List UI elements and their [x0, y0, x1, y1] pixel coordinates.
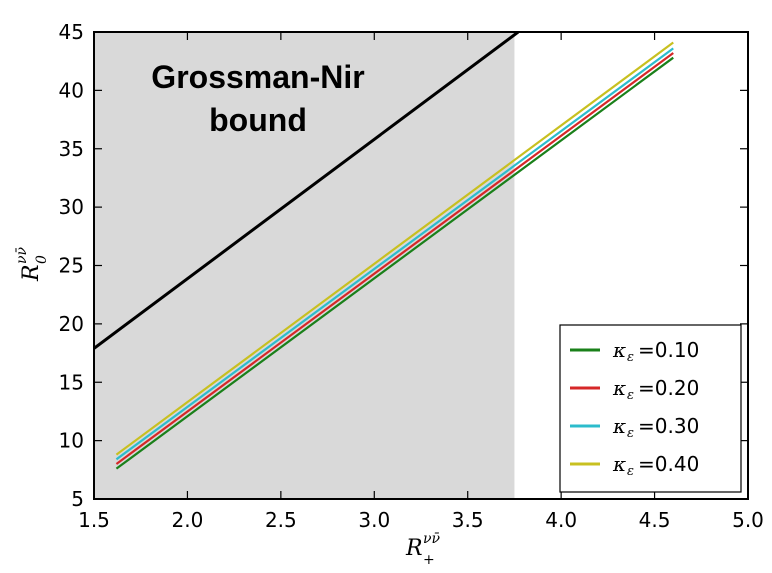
- legend-kappa-sub: ε: [627, 426, 634, 441]
- legend-box: [559, 324, 742, 493]
- y-tick-label: 30: [59, 195, 84, 219]
- annotation: Grossman-Nir bound: [151, 59, 364, 138]
- x-axis-ticks: 1.5 2.0 2.5 3.0 3.5 4.0 4.5 5.0: [78, 32, 764, 532]
- legend-entry-1: κ ε =0.10: [570, 338, 699, 365]
- grossman-nir-bound-line: [94, 32, 520, 350]
- y-axis-label-sub: 0: [34, 255, 50, 264]
- y-tick-label: 45: [59, 20, 84, 44]
- x-tick-label: 3.0: [358, 508, 390, 532]
- x-tick-label: 4.0: [545, 508, 577, 532]
- legend-kappa: κ: [612, 452, 626, 476]
- legend-entry-4: κ ε =0.40: [570, 452, 699, 479]
- y-tick-label: 10: [59, 429, 84, 453]
- x-axis-label: R νν̄ +: [405, 531, 441, 568]
- y-axis-label-sup: νν̄: [14, 246, 30, 264]
- series-group: [115, 41, 674, 470]
- legend-kappa: κ: [612, 414, 626, 438]
- legend-entry-2: κ ε =0.20: [570, 376, 699, 403]
- x-tick-label: 3.5: [452, 508, 484, 532]
- y-axis-label: R νν̄ 0: [14, 246, 50, 282]
- x-axis-label-sub: +: [423, 552, 435, 568]
- x-tick-label: 4.5: [639, 508, 671, 532]
- series-line-4: [115, 41, 674, 456]
- x-tick-label: 2.5: [265, 508, 297, 532]
- y-axis-ticks: 5 10 15 20 25 30 35 40 45: [59, 20, 748, 511]
- x-tick-label: 1.5: [78, 508, 110, 532]
- x-tick-label: 5.0: [732, 508, 764, 532]
- legend-kappa-sub: ε: [627, 388, 634, 403]
- legend-kappa: κ: [612, 338, 626, 362]
- shaded-region: [94, 32, 515, 499]
- plot-area: [94, 32, 674, 499]
- legend-label: =0.40: [638, 452, 699, 476]
- legend-kappa-sub: ε: [627, 464, 634, 479]
- legend-kappa: κ: [612, 376, 626, 400]
- y-axis-label-base: R: [19, 264, 44, 282]
- series-line-3: [115, 47, 674, 461]
- legend-entry-3: κ ε =0.30: [570, 414, 699, 441]
- series-line-1: [115, 56, 674, 470]
- legend-label: =0.20: [638, 376, 699, 400]
- y-tick-label: 40: [59, 78, 84, 102]
- legend: κ ε =0.10κ ε =0.20κ ε =0.30κ ε =0.40: [559, 324, 742, 493]
- annotation-line-2: bound: [209, 102, 307, 138]
- legend-label: =0.10: [638, 338, 699, 362]
- x-axis-label-sup: νν̄: [423, 531, 441, 547]
- y-tick-label: 25: [59, 254, 84, 278]
- y-tick-label: 5: [71, 487, 84, 511]
- annotation-line-1: Grossman-Nir: [151, 59, 364, 95]
- y-tick-label: 15: [59, 370, 84, 394]
- y-tick-label: 35: [59, 137, 84, 161]
- legend-kappa-sub: ε: [627, 350, 634, 365]
- x-tick-label: 2.0: [172, 508, 204, 532]
- legend-items: κ ε =0.10κ ε =0.20κ ε =0.30κ ε =0.40: [570, 338, 699, 479]
- legend-label: =0.30: [638, 414, 699, 438]
- x-axis-label-base: R: [405, 536, 423, 561]
- series-line-2: [115, 52, 674, 465]
- y-tick-label: 20: [59, 312, 84, 336]
